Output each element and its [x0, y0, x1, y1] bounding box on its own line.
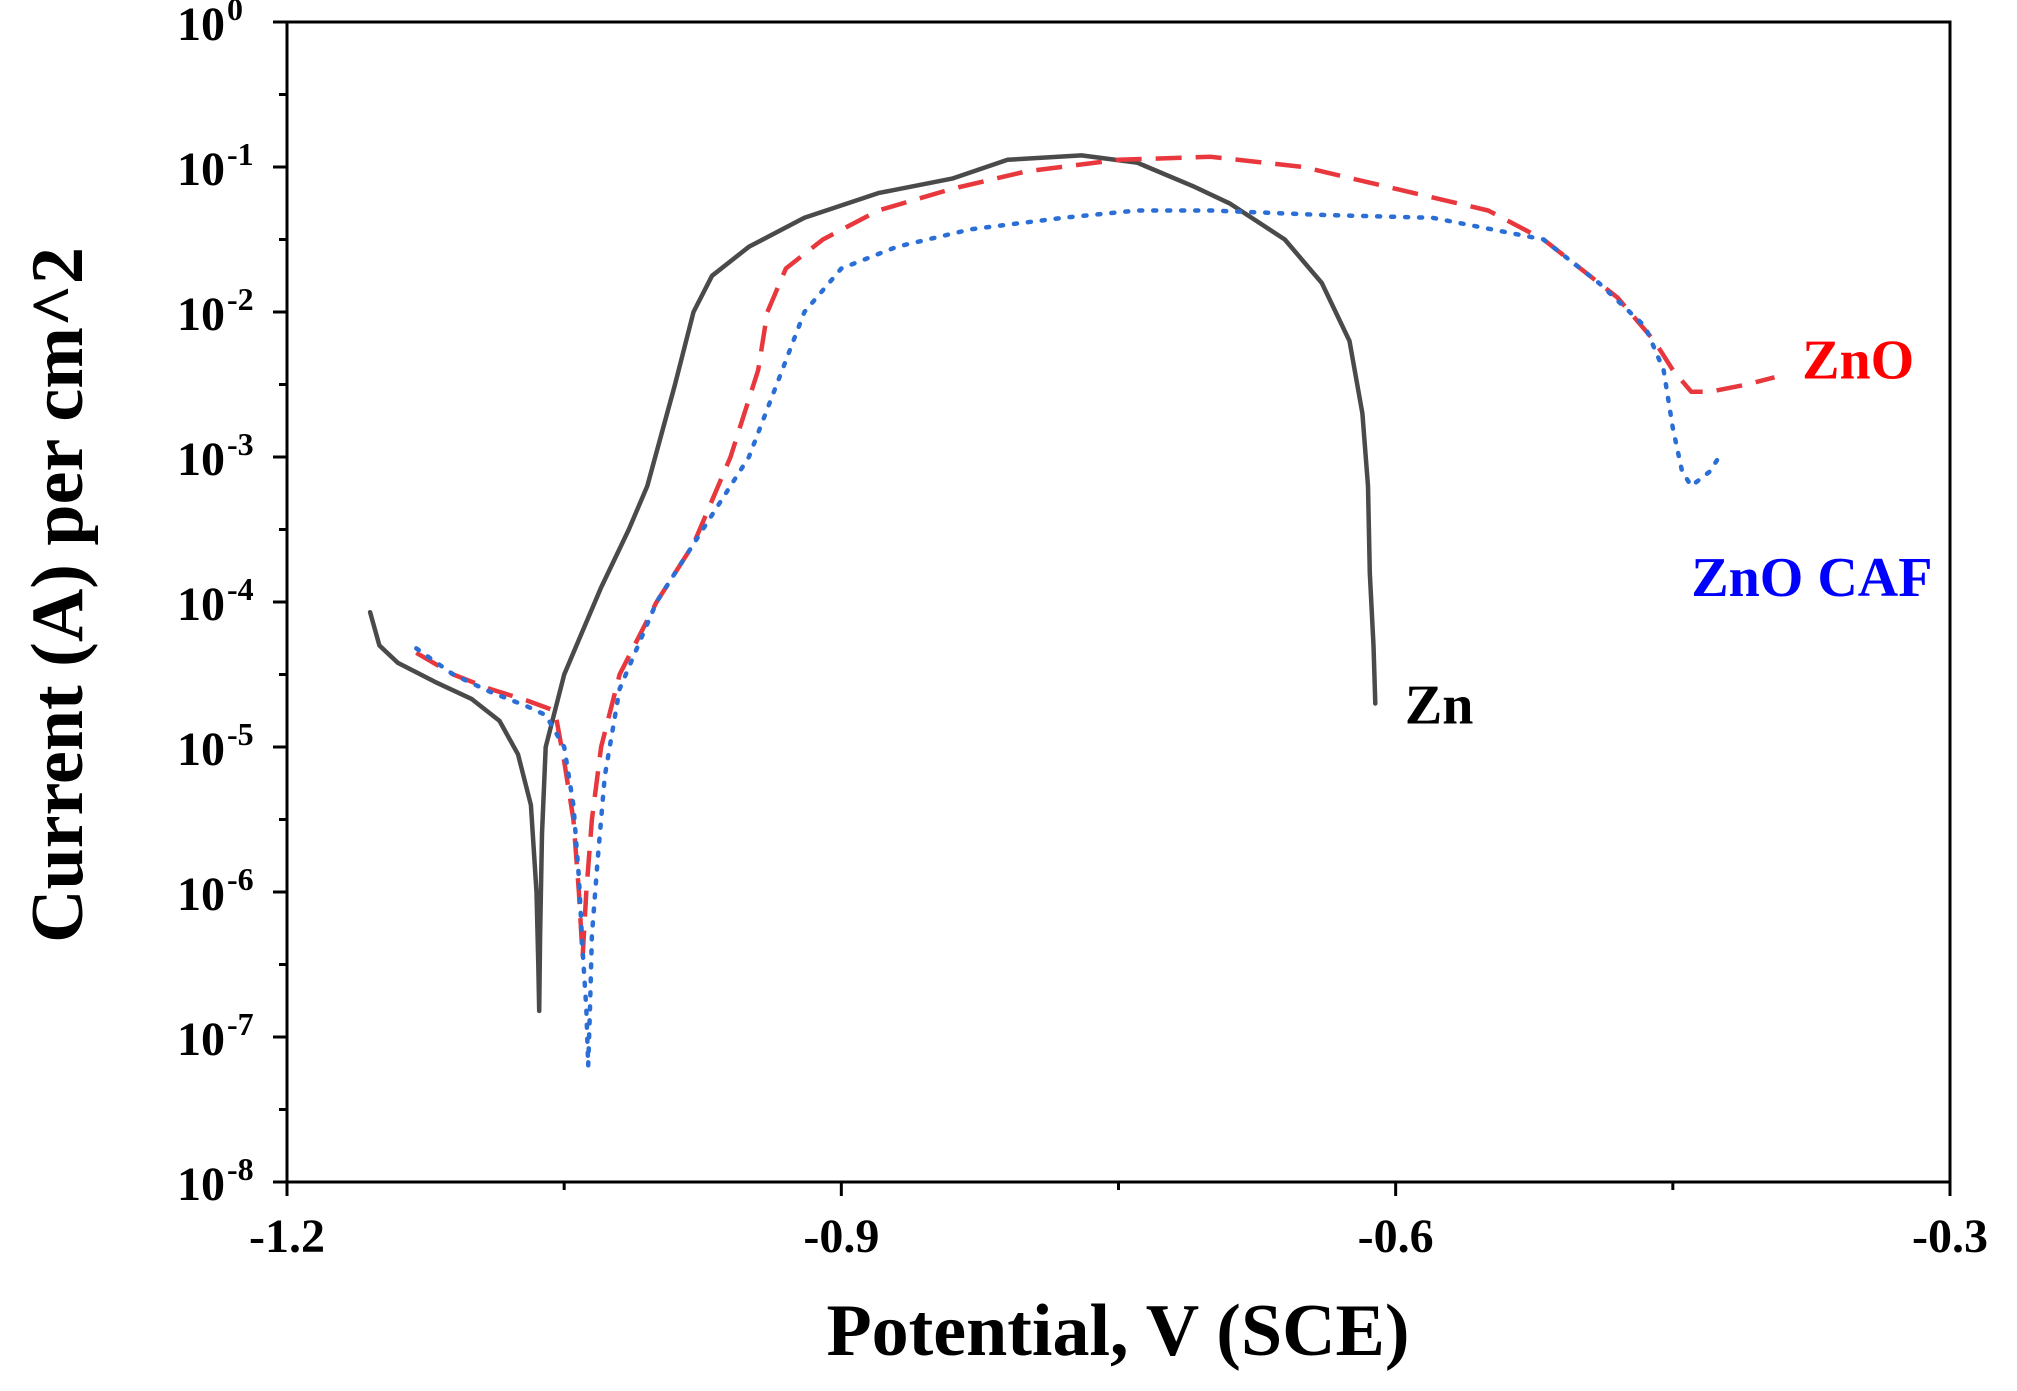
y-tick-exponent: -2 — [227, 281, 254, 317]
y-tick-exponent: -7 — [227, 1006, 254, 1042]
y-tick-label: 10 — [177, 1013, 225, 1066]
series-line-zno — [415, 154, 1776, 960]
y-tick-exponent: 0 — [227, 0, 243, 27]
x-tick-label: -0.6 — [1358, 1210, 1434, 1263]
y-tick-label: 10 — [177, 868, 225, 921]
series-line-zno-caf — [414, 208, 1722, 1069]
x-tick-label: -0.3 — [1912, 1210, 1988, 1263]
series-line-zn — [367, 153, 1378, 1014]
x-tick-label: -1.2 — [249, 1210, 325, 1263]
x-tick-label: -0.9 — [803, 1210, 879, 1263]
y-tick-label: 10 — [177, 143, 225, 196]
y-tick-exponent: -8 — [227, 1151, 254, 1187]
series-label-zno: ZnO — [1802, 329, 1914, 391]
series-layer — [367, 153, 1776, 1069]
series-label-zno-caf: ZnO CAF — [1691, 547, 1932, 609]
y-tick-exponent: -4 — [227, 571, 254, 607]
x-axis-ticks: -1.2 -0.9 -0.6 -0.3 — [249, 1182, 1988, 1263]
series-label-layer: Zn ZnO ZnO CAF — [1405, 329, 1933, 736]
series-label-zn: Zn — [1405, 675, 1474, 737]
y-tick-label: 10 — [177, 0, 225, 51]
y-tick-exponent: -3 — [227, 426, 254, 462]
y-tick-exponent: -1 — [227, 136, 254, 172]
x-axis-title: Potential, V (SCE) — [826, 1290, 1409, 1372]
y-tick-label: 10 — [177, 723, 225, 776]
y-axis-title: Current (A) per cm^2 — [17, 247, 99, 943]
y-tick-label: 10 — [177, 288, 225, 341]
y-tick-label: 10 — [177, 578, 225, 631]
y-tick-label: 10 — [177, 433, 225, 486]
y-tick-exponent: -6 — [227, 861, 254, 897]
y-tick-exponent: -5 — [227, 716, 254, 752]
y-tick-label: 10 — [177, 1158, 225, 1211]
